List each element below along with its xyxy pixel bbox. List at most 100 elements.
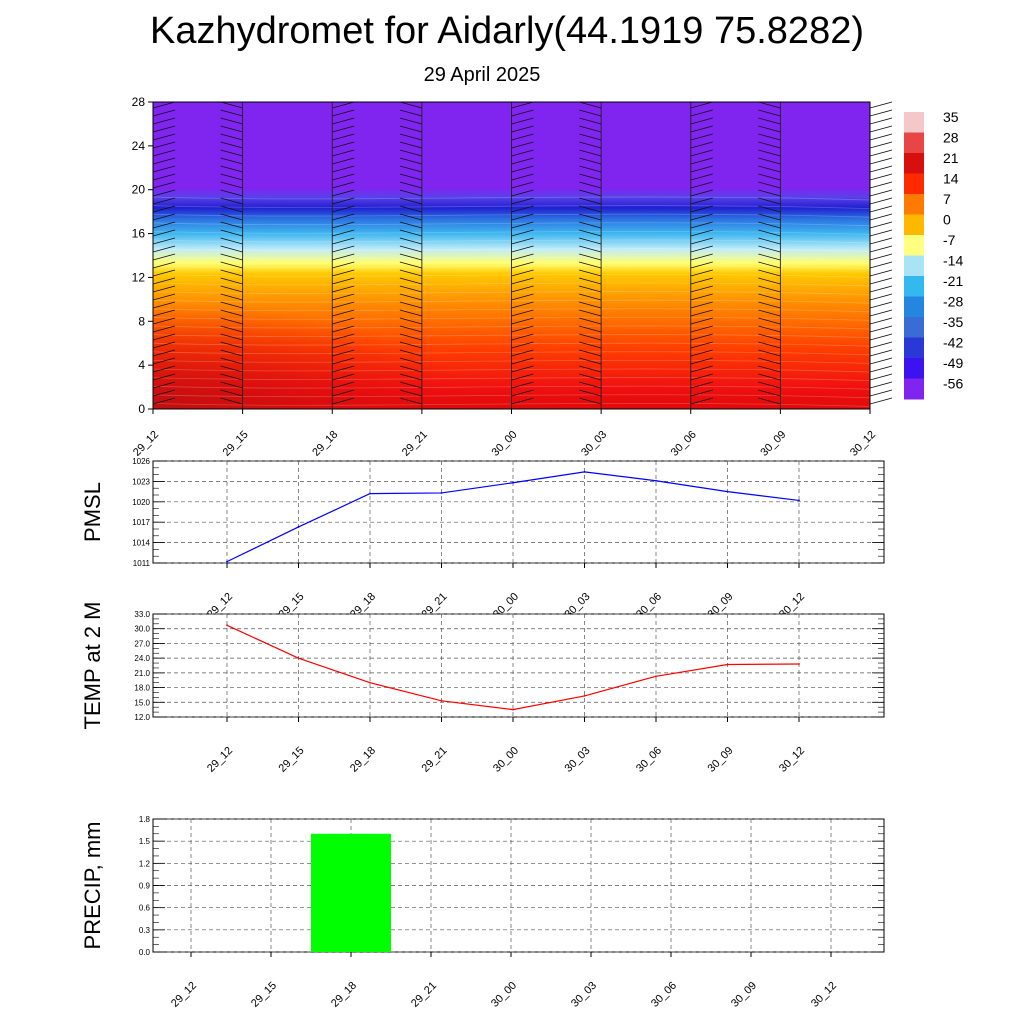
wind-barb (511, 277, 534, 285)
x-tick-label: 30_06 (634, 745, 664, 775)
wind-barb (758, 349, 781, 357)
wind-barb (399, 157, 422, 165)
wind-barb (579, 213, 602, 221)
wind-barb (869, 317, 893, 325)
wind-barb (152, 173, 176, 181)
contour-line (152, 239, 871, 244)
wind-barb (152, 285, 176, 293)
data-point (512, 481, 514, 484)
y-tick-label: 20 (132, 183, 146, 197)
y-tick-label: 24 (132, 139, 146, 153)
colorbar-label: -49 (943, 355, 963, 371)
wind-barb (869, 237, 893, 245)
wind-barb (399, 309, 422, 317)
wind-barb (399, 277, 422, 285)
contour-line (152, 359, 871, 364)
y-tick-label: 0.3 (139, 926, 151, 935)
x-tick-label: 30_06 (649, 980, 679, 1010)
wind-barb (758, 245, 781, 253)
wind-barb (332, 165, 355, 173)
wind-barb (220, 325, 243, 333)
wind-barb (758, 301, 781, 309)
y-tick-label: 0.6 (139, 904, 151, 913)
wind-barb (690, 189, 713, 197)
wind-barb (579, 349, 602, 357)
wind-barb (690, 165, 713, 173)
wind-barb (332, 117, 355, 125)
wind-barb (152, 205, 176, 213)
contour-line (152, 342, 871, 347)
wind-barb (758, 229, 781, 237)
wind-barb (511, 205, 534, 213)
wind-barb (220, 205, 243, 213)
wind-barb (220, 373, 243, 381)
wind-barb (152, 381, 176, 389)
wind-barb (690, 381, 713, 389)
wind-barb (152, 245, 176, 253)
wind-barb (758, 133, 781, 141)
wind-barb (758, 389, 781, 397)
wind-barb (758, 309, 781, 317)
data-point (440, 492, 443, 494)
wind-barb (758, 125, 781, 133)
wind-barb (511, 317, 534, 325)
y-tick-label: 8 (138, 314, 145, 328)
contour-line (152, 402, 871, 407)
wind-barb (152, 133, 176, 141)
y-tick-label: 4 (138, 358, 145, 372)
wind-barb (579, 333, 602, 341)
wind-barb (511, 341, 534, 349)
wind-barb (511, 157, 534, 165)
colorbar-label: 14 (943, 171, 959, 187)
wind-barb (511, 373, 534, 381)
y-tick-label: 27.0 (134, 639, 150, 648)
wind-barb (579, 229, 602, 237)
wind-barb (152, 301, 176, 309)
data-point (226, 624, 228, 627)
y-tick-label: 12 (132, 270, 146, 284)
wind-barb (152, 189, 176, 197)
wind-barb (511, 141, 534, 149)
wind-barb (869, 277, 893, 285)
data-point (369, 492, 371, 495)
data-point (226, 560, 228, 563)
wind-barb (511, 325, 534, 333)
y-tick-label: 30.0 (134, 625, 150, 634)
wind-barb (511, 365, 534, 373)
wind-barb (220, 245, 243, 253)
panel-frame (152, 460, 885, 564)
wind-barb (758, 181, 781, 189)
heatmap-panel: 0 4 8 12 16 20 24 28 29_12 29_15 29_18 29_21 30_00 30… (131, 95, 893, 459)
wind-barb (690, 157, 713, 165)
wind-barb (152, 261, 176, 269)
y-tick-label: 16 (132, 227, 146, 241)
wind-barb (690, 373, 713, 381)
wind-barb (579, 221, 602, 229)
colorbar-swatch (904, 358, 924, 379)
x-tick-label: 30_00 (491, 745, 521, 775)
y-tick-label: 15.0 (134, 698, 150, 707)
contour-line (152, 316, 871, 321)
wind-barb (869, 189, 893, 197)
wind-barb (399, 397, 422, 405)
wind-barb (399, 253, 422, 261)
y-axis-label: TEMP at 2 M (80, 602, 105, 730)
data-point (726, 663, 729, 666)
wind-barb (690, 357, 713, 365)
wind-barb (690, 197, 713, 205)
wind-barb (579, 173, 602, 181)
data-point (297, 657, 300, 660)
y-tick-label: 1026 (132, 457, 150, 466)
wind-barb (869, 213, 893, 221)
contour-line (152, 196, 871, 201)
x-tick-label: 29_18 (329, 980, 359, 1010)
wind-barb (332, 181, 355, 189)
x-tick-label: 29_18 (348, 745, 378, 775)
wind-barb (579, 381, 602, 389)
wind-barb (332, 389, 355, 397)
wind-barb (152, 125, 176, 133)
wind-barb (690, 397, 713, 405)
wind-barb (152, 253, 176, 261)
wind-barb (220, 181, 243, 189)
y-tick-label: 1.5 (139, 837, 151, 846)
